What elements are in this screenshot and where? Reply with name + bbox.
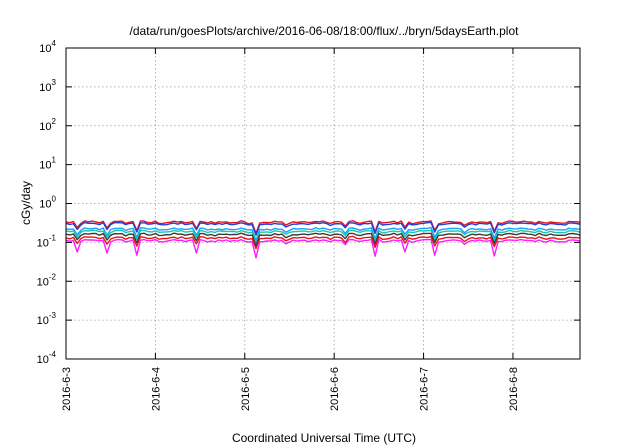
y-axis-label: cGy/day xyxy=(19,181,33,225)
y-tick-label: 10-3 xyxy=(37,311,57,327)
series-line xyxy=(65,226,581,242)
chart-title: /data/run/goesPlots/archive/2016-06-08/1… xyxy=(130,24,520,38)
plot-area xyxy=(65,220,581,259)
grid xyxy=(66,48,580,359)
y-tick-label: 10-2 xyxy=(37,272,57,288)
x-tick-label: 2016-6-8 xyxy=(508,367,520,411)
y-tick-label: 101 xyxy=(39,156,56,172)
series-line xyxy=(65,229,581,244)
series-line xyxy=(65,221,581,236)
y-tick-label: 100 xyxy=(39,195,56,211)
y-tick-label: 10-1 xyxy=(37,233,57,249)
x-axis: 2016-6-3 2016-6-4 2016-6-5 2016-6-6 2016-6-7… xyxy=(61,48,520,411)
y-tick-label: 10-4 xyxy=(37,350,57,366)
x-tick-label: 2016-6-5 xyxy=(240,367,252,411)
series-line xyxy=(65,238,581,259)
x-tick-label: 2016-6-4 xyxy=(150,367,162,411)
x-tick-label: 2016-6-3 xyxy=(61,367,73,411)
series-line xyxy=(65,235,581,250)
x-tick-label: 2016-6-7 xyxy=(419,367,431,411)
y-tick-label: 103 xyxy=(39,78,56,94)
series-line xyxy=(65,232,581,247)
y-tick-label: 102 xyxy=(39,117,56,133)
y-tick-label: 104 xyxy=(39,39,56,55)
x-tick-label: 2016-6-6 xyxy=(329,367,341,411)
x-axis-label: Coordinated Universal Time (UTC) xyxy=(232,431,416,445)
y-axis: 10-4 10-3 10-2 10-1 100 101 102 103 104 xyxy=(37,39,580,366)
